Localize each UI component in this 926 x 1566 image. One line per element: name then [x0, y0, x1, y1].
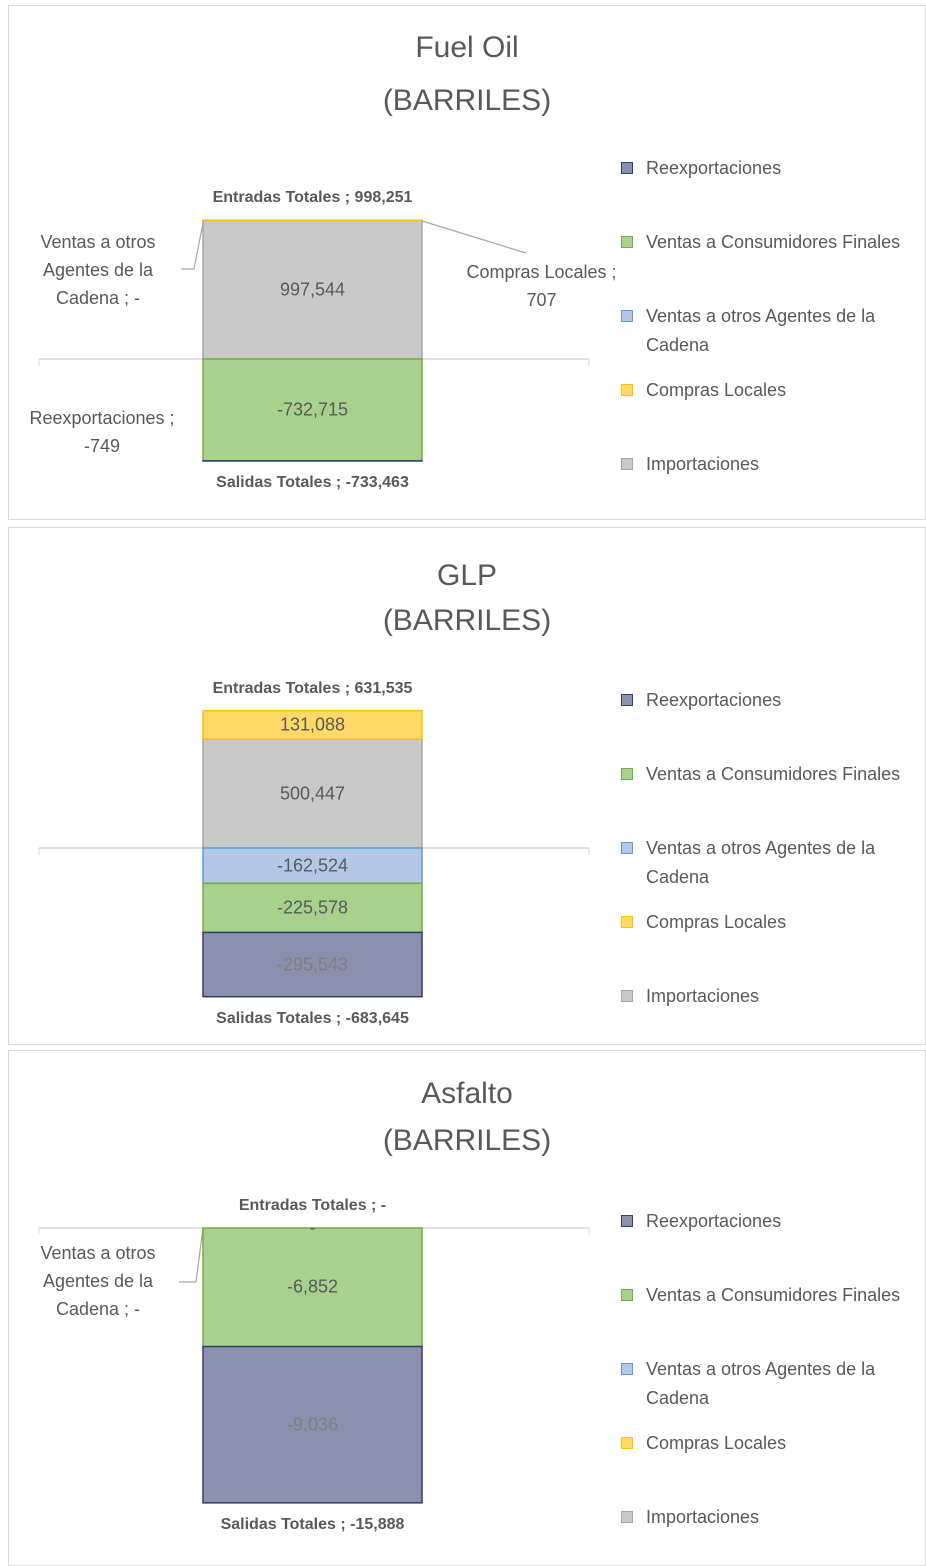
legend-item: Compras Locales	[621, 376, 911, 405]
callout-label: Compras Locales ; 707	[466, 262, 617, 310]
legend-swatch	[621, 384, 633, 396]
legend-item: Ventas a Consumidores Finales	[621, 1281, 911, 1310]
legend-item: Importaciones	[621, 450, 911, 479]
bar-segment	[202, 931, 423, 998]
legend-swatch	[621, 990, 633, 1002]
chart-subtitle: (BARRILES)	[382, 604, 552, 637]
legend-item: Compras Locales	[621, 908, 911, 937]
legend-label: Ventas a otros Agentes de la Cadena	[646, 306, 876, 355]
legend-item: Ventas a otros Agentes de la Cadena	[621, 1355, 911, 1413]
legend-label: Reexportaciones	[646, 690, 782, 710]
data-label: 997,544	[279, 279, 346, 300]
legend-item: Ventas a Consumidores Finales	[621, 760, 911, 789]
legend-label: Importaciones	[646, 454, 760, 474]
legend-label: Importaciones	[646, 986, 760, 1006]
total-label: Salidas Totales ; -15,888	[220, 1515, 405, 1533]
bar-segment	[202, 1227, 423, 1348]
chart-panel: Asfalto (BARRILES) Reexportaciones Ventas a…	[8, 1050, 926, 1566]
bar-segment	[202, 738, 423, 849]
legend-label: Compras Locales	[646, 912, 787, 932]
callout-label: Reexportaciones ; -749	[29, 408, 175, 456]
legend-swatch	[621, 1215, 633, 1227]
bar-segment	[202, 847, 423, 885]
chart-title: Fuel Oil	[415, 31, 519, 64]
leader-line	[179, 1227, 204, 1283]
total-label: Entradas Totales ; -	[238, 1197, 387, 1214]
bar-segment	[202, 882, 423, 934]
legend-swatch	[621, 1289, 633, 1301]
legend-label: Compras Locales	[646, 380, 787, 400]
legend-item: Importaciones	[621, 982, 911, 1011]
leader-line	[181, 222, 204, 270]
legend-swatch	[621, 842, 633, 854]
legend-swatch	[621, 458, 633, 470]
data-label: -162,524	[276, 855, 349, 876]
legend-label: Ventas a otros Agentes de la Cadena	[646, 1359, 876, 1408]
legend-label: Importaciones	[646, 1507, 760, 1527]
legend-item: Reexportaciones	[621, 154, 911, 183]
total-label: Salidas Totales ; -683,645	[216, 1009, 409, 1027]
legend-swatch	[621, 1511, 633, 1523]
total-label: Salidas Totales ; -733,463	[216, 473, 409, 491]
data-label: -295,543	[276, 954, 349, 975]
legend-item: Reexportaciones	[621, 1207, 911, 1236]
chart-title: Asfalto	[421, 1077, 513, 1110]
data-label: -9,036	[286, 1414, 339, 1435]
legend-swatch	[621, 310, 633, 322]
legend-label: Ventas a Consumidores Finales	[646, 1285, 901, 1305]
legend-label: Compras Locales	[646, 1433, 787, 1453]
legend-item: Importaciones	[621, 1503, 911, 1532]
data-label: -6,852	[286, 1276, 339, 1297]
bar-segment	[202, 1345, 423, 1504]
data-label: -225,578	[276, 897, 349, 918]
legend-label: Reexportaciones	[646, 158, 782, 178]
total-label: Entradas Totales ; 998,251	[212, 189, 413, 207]
legend-swatch	[621, 768, 633, 780]
legend-swatch	[621, 1363, 633, 1375]
chart-subtitle: (BARRILES)	[382, 1124, 552, 1157]
legend-swatch	[621, 162, 633, 174]
leader-line	[421, 220, 527, 254]
legend-item: Compras Locales	[621, 1429, 911, 1458]
legend-label: Ventas a Consumidores Finales	[646, 764, 901, 784]
total-label: Entradas Totales ; 631,535	[212, 679, 413, 697]
callout-label: Ventas a otros Agentes de la Cadena ; -	[40, 232, 156, 308]
data-label: 131,088	[279, 714, 346, 735]
chart	[38, 709, 590, 998]
bar-segment	[202, 358, 423, 462]
legend-label: Reexportaciones	[646, 1211, 782, 1231]
legend-label: Ventas a otros Agentes de la Cadena	[646, 838, 876, 887]
chart-panel: Fuel Oil (BARRILES) Reexportaciones Ventas …	[8, 5, 926, 520]
legend-item: Ventas a otros Agentes de la Cadena	[621, 834, 911, 892]
callout-label: Ventas a otros Agentes de la Cadena ; -	[40, 1243, 156, 1319]
data-label: 500,447	[279, 783, 346, 804]
chart-subtitle: (BARRILES)	[382, 84, 552, 117]
chart-title: GLP	[436, 559, 498, 592]
legend-swatch	[621, 694, 633, 706]
legend-swatch	[621, 1437, 633, 1449]
chart-panel: GLP (BARRILES) Reexportaciones Ventas a Con…	[8, 527, 926, 1045]
data-label: -	[309, 1217, 316, 1238]
legend-label: Ventas a Consumidores Finales	[646, 232, 901, 252]
legend-swatch	[621, 236, 633, 248]
legend-item: Reexportaciones	[621, 686, 911, 715]
bar-segment	[202, 709, 423, 740]
chart	[38, 1227, 590, 1504]
legend-swatch	[621, 916, 633, 928]
legend-item: Ventas a otros Agentes de la Cadena	[621, 302, 911, 360]
legend-item: Ventas a Consumidores Finales	[621, 228, 911, 257]
data-label: -732,715	[276, 399, 349, 420]
chart	[38, 219, 590, 462]
